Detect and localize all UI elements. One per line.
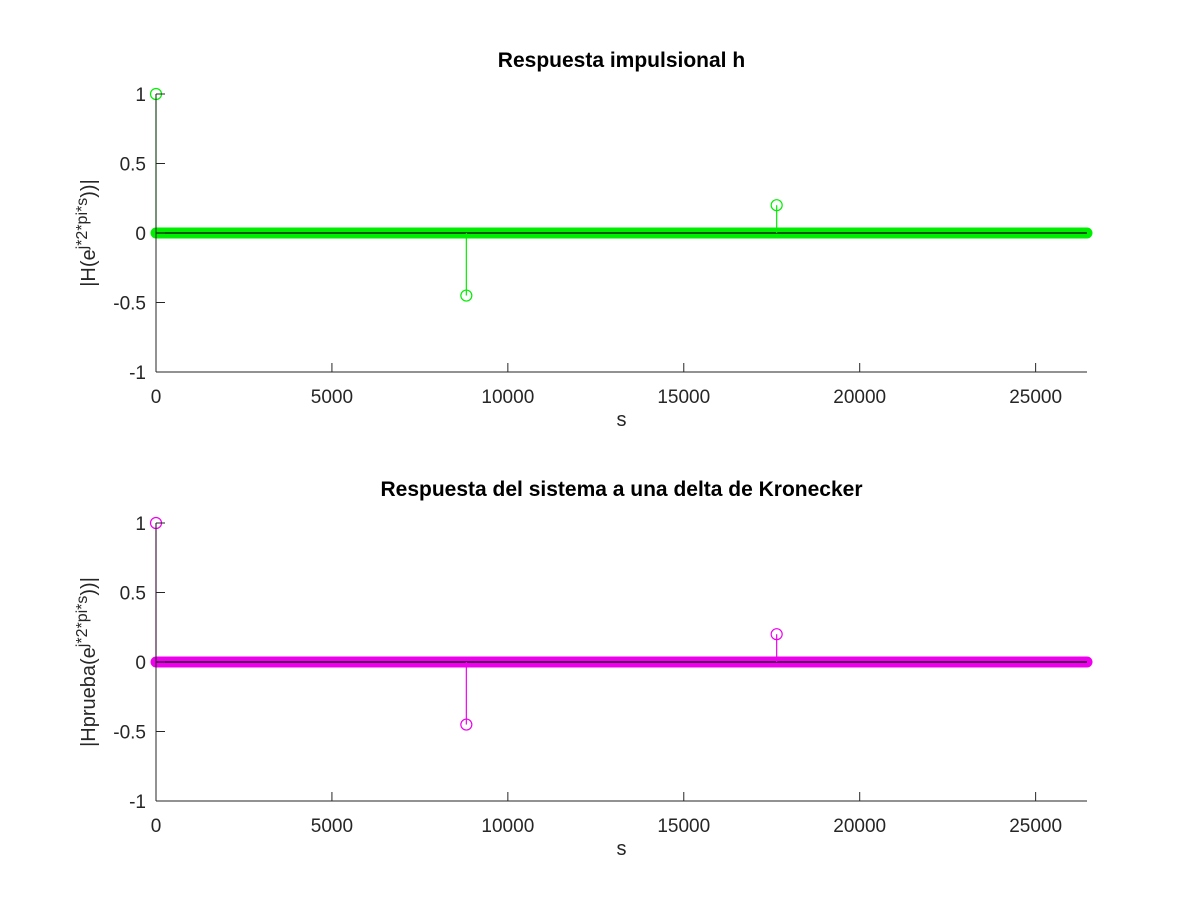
chart-title: Respuesta del sistema a una delta de Kro… [380,478,862,501]
bottom-subplot: Respuesta del sistema a una delta de Kro… [74,478,1093,860]
stem-marker-1 [460,289,473,302]
x-tick-label: 5000 [311,816,353,837]
y-tick-label: -0.5 [113,723,146,744]
stem-marker-2 [770,199,783,212]
x-tick-label: 0 [151,816,162,837]
x-axis-label: s [617,838,627,860]
stem-marker-1 [460,718,473,731]
x-tick-label: 0 [151,387,162,408]
y-axis-label: |H(ej*2*pi*s))| [74,179,100,287]
x-axis-label: s [617,409,627,431]
y-tick-label: -1 [129,792,146,813]
y-tick-label: -0.5 [113,294,146,315]
x-tick-label: 25000 [1009,816,1062,837]
x-tick-label: 15000 [657,387,710,408]
stem-marker-2 [770,628,783,641]
y-tick-label: 1 [135,514,146,535]
y-tick-label: 0.5 [120,155,146,176]
y-tick-label: 1 [135,85,146,106]
x-tick-label: 25000 [1009,387,1062,408]
y-tick-label: 0 [135,653,146,674]
x-tick-label: 10000 [481,387,534,408]
chart-title: Respuesta impulsional h [498,49,745,72]
x-tick-label: 15000 [657,816,710,837]
y-axis-label: |Hprueba(ej*2*pi*s))| [74,577,100,747]
y-tick-label: 0.5 [120,584,146,605]
x-tick-label: 20000 [833,816,886,837]
x-tick-label: 5000 [311,387,353,408]
x-tick-label: 10000 [481,816,534,837]
x-tick-label: 20000 [833,387,886,408]
top-subplot: Respuesta impulsional h 0 5000 10000 15000 20… [74,49,1093,431]
y-tick-label: 0 [135,224,146,245]
y-tick-label: -1 [129,363,146,384]
